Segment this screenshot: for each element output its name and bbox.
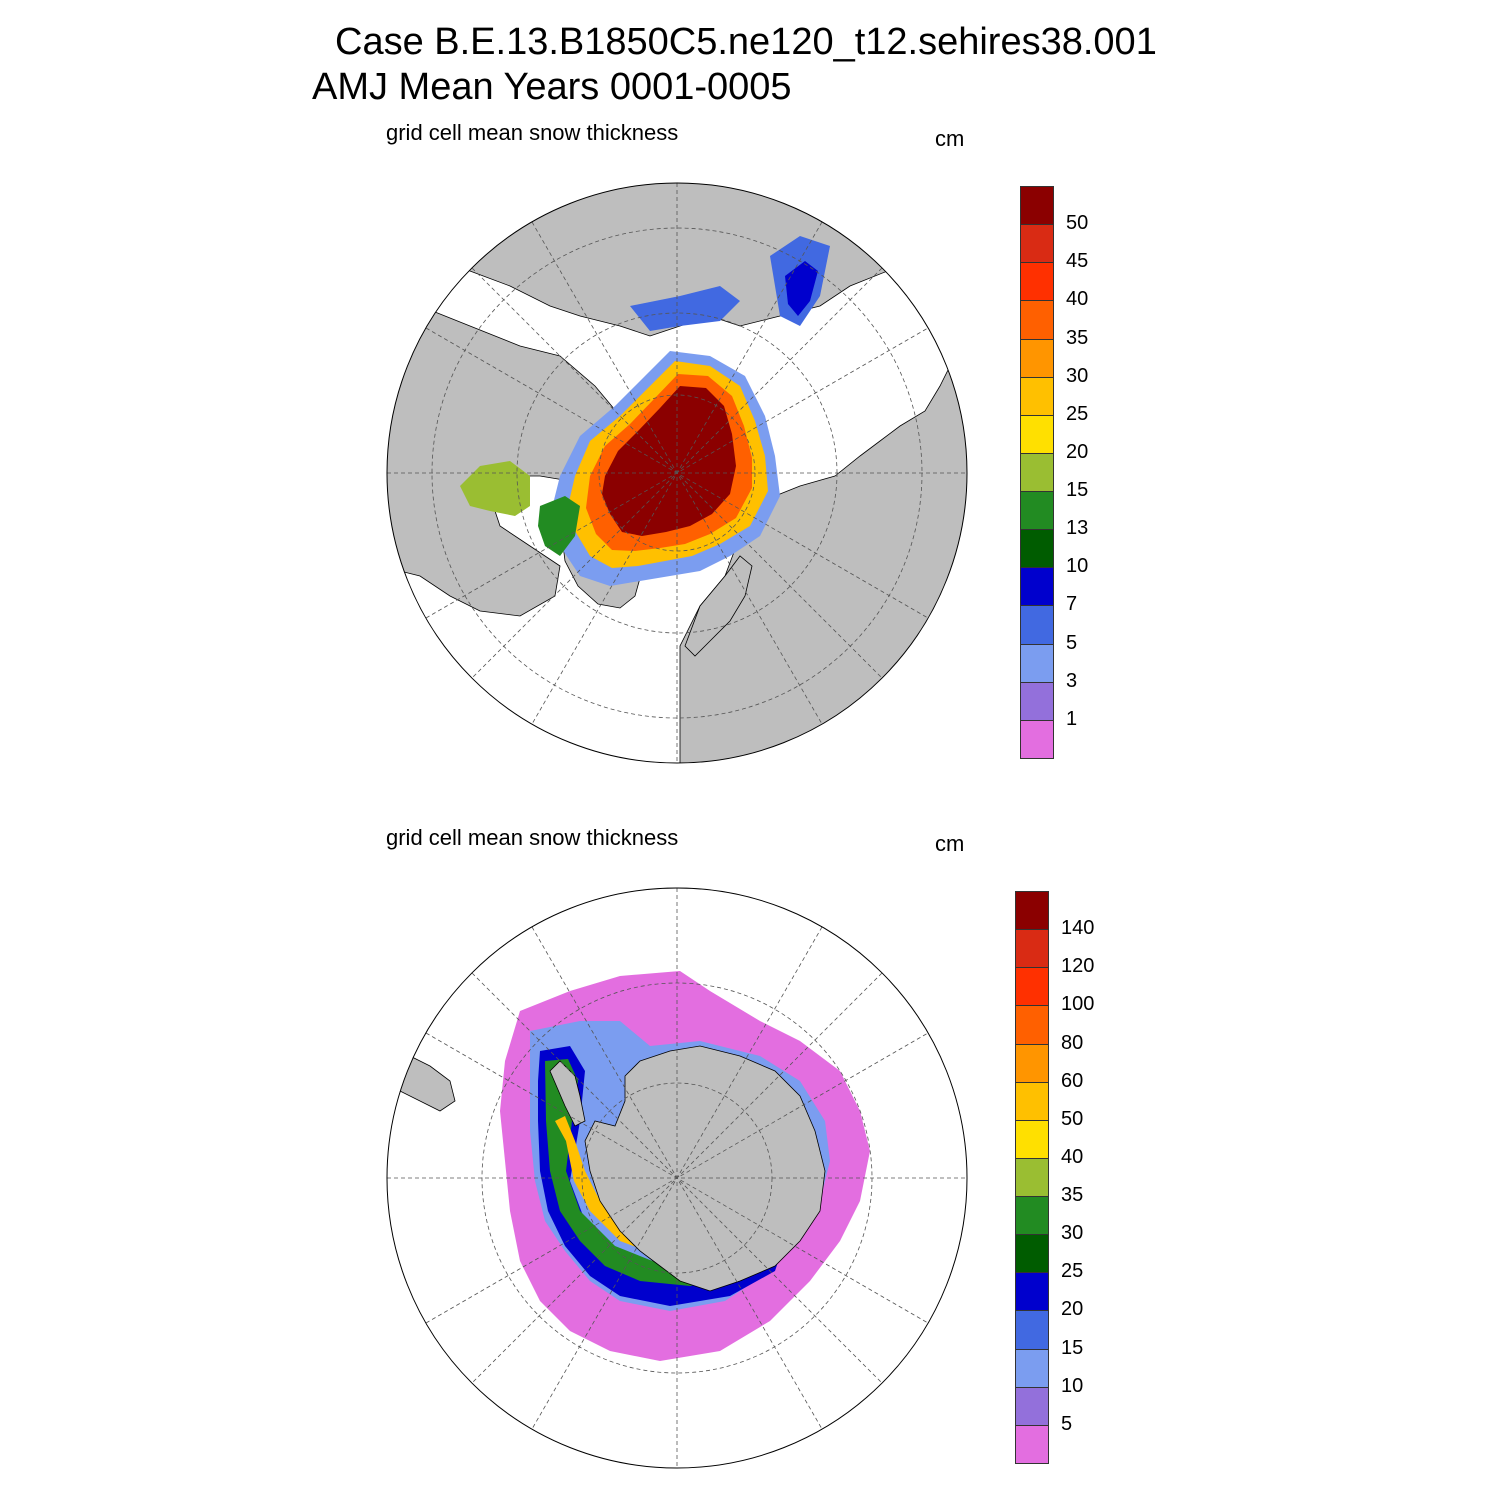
north-colorbar-label: 3 bbox=[1066, 669, 1078, 692]
south-colorbar-label: 40 bbox=[1061, 1145, 1084, 1168]
south-land-antarctica bbox=[584, 1045, 826, 1292]
south-colorbar-swatch bbox=[1015, 1234, 1049, 1274]
south-snow-band-yellow bbox=[555, 1116, 680, 1256]
south-colorbar-label: 35 bbox=[1061, 1184, 1084, 1207]
north-colorbar-swatch bbox=[1020, 186, 1054, 226]
north-colorbar-swatch bbox=[1020, 529, 1054, 569]
south-colorbar-swatch bbox=[1015, 1310, 1049, 1350]
south-panel-title: grid cell mean snow thickness bbox=[386, 825, 679, 850]
south-colorbar: 5 10 15 20 25 30 35 40 50 60 80 100 120 140 bbox=[1015, 891, 1094, 1464]
south-colorbar-label: 60 bbox=[1061, 1069, 1084, 1092]
north-colorbar-label: 45 bbox=[1066, 250, 1089, 273]
south-colorbar-label: 20 bbox=[1061, 1298, 1084, 1321]
north-colorbar-label: 10 bbox=[1066, 555, 1089, 578]
north-colorbar-swatch bbox=[1020, 643, 1054, 683]
south-colorbar-swatch bbox=[1015, 1157, 1049, 1198]
south-colorbar-swatch bbox=[1015, 1196, 1049, 1236]
south-colorbar-swatch bbox=[1015, 1272, 1049, 1312]
south-colorbar-swatch bbox=[1015, 1005, 1049, 1045]
south-colorbar-label: 50 bbox=[1061, 1107, 1084, 1130]
south-colorbar-swatch bbox=[1015, 1348, 1049, 1388]
north-panel-title: grid cell mean snow thickness bbox=[386, 120, 679, 145]
north-colorbar: 1 3 5 7 10 13 15 20 25 30 35 40 45 50 bbox=[1020, 186, 1088, 759]
north-colorbar-swatch bbox=[1020, 567, 1054, 607]
south-colorbar-swatch bbox=[1015, 1119, 1049, 1159]
south-colorbar-swatch bbox=[1015, 1386, 1049, 1426]
north-colorbar-swatch bbox=[1020, 262, 1054, 302]
north-colorbar-swatch bbox=[1020, 719, 1054, 759]
north-colorbar-swatch bbox=[1020, 414, 1054, 454]
south-colorbar-swatch bbox=[1015, 1081, 1049, 1121]
north-snow-okhotsk-core bbox=[785, 261, 818, 316]
south-colorbar-swatch bbox=[1015, 891, 1049, 931]
north-snow-bering bbox=[630, 286, 740, 331]
south-colorbar-label: 100 bbox=[1061, 993, 1095, 1016]
north-colorbar-swatch bbox=[1020, 338, 1054, 378]
south-colorbar-label: 30 bbox=[1061, 1222, 1084, 1245]
south-panel-units: cm bbox=[935, 831, 965, 856]
north-polar-map bbox=[386, 182, 968, 764]
south-snow-band-green bbox=[545, 1059, 750, 1286]
north-colorbar-label: 40 bbox=[1066, 288, 1089, 311]
south-colorbar-label: 5 bbox=[1061, 1412, 1073, 1435]
north-colorbar-swatch bbox=[1020, 300, 1054, 340]
south-map-border bbox=[386, 887, 968, 1469]
south-colorbar-label: 15 bbox=[1061, 1336, 1084, 1359]
north-colorbar-label: 15 bbox=[1066, 479, 1089, 502]
south-graticule bbox=[387, 888, 967, 1468]
south-colorbar-label: 10 bbox=[1061, 1374, 1084, 1397]
north-colorbar-swatch bbox=[1020, 376, 1054, 416]
north-snow-hudson-bay bbox=[460, 461, 530, 516]
north-colorbar-label: 1 bbox=[1066, 707, 1078, 730]
south-colorbar-label: 140 bbox=[1061, 917, 1095, 940]
north-colorbar-swatch bbox=[1020, 224, 1054, 264]
figure-title-period: AMJ Mean Years 0001-0005 bbox=[312, 66, 792, 108]
north-colorbar-swatch bbox=[1020, 681, 1054, 721]
north-colorbar-label: 7 bbox=[1066, 593, 1078, 616]
south-colorbar-swatch bbox=[1015, 1424, 1049, 1464]
north-colorbar-swatch bbox=[1020, 452, 1054, 493]
south-colorbar-swatch bbox=[1015, 1043, 1049, 1083]
south-colorbar-label: 80 bbox=[1061, 1031, 1084, 1054]
north-colorbar-swatch bbox=[1020, 605, 1054, 645]
north-colorbar-label: 5 bbox=[1066, 631, 1078, 654]
north-colorbar-label: 13 bbox=[1066, 517, 1089, 540]
south-polar-map bbox=[386, 887, 968, 1469]
north-panel-units: cm bbox=[935, 126, 965, 151]
south-colorbar-label: 120 bbox=[1061, 955, 1095, 978]
north-colorbar-label: 25 bbox=[1066, 402, 1089, 425]
south-colorbar-label: 25 bbox=[1061, 1260, 1084, 1283]
north-graticule bbox=[387, 183, 967, 763]
north-colorbar-label: 30 bbox=[1066, 364, 1089, 387]
south-colorbar-swatch bbox=[1015, 967, 1049, 1007]
north-map-border bbox=[386, 182, 968, 764]
north-colorbar-label: 20 bbox=[1066, 440, 1089, 463]
south-colorbar-swatch bbox=[1015, 929, 1049, 969]
north-colorbar-label: 35 bbox=[1066, 326, 1089, 349]
north-colorbar-swatch bbox=[1020, 491, 1054, 531]
north-snow-baffin bbox=[538, 496, 580, 556]
north-colorbar-label: 50 bbox=[1066, 212, 1089, 235]
figure-title-case: Case B.E.13.B1850C5.ne120_t12.sehires38.… bbox=[335, 21, 1157, 63]
